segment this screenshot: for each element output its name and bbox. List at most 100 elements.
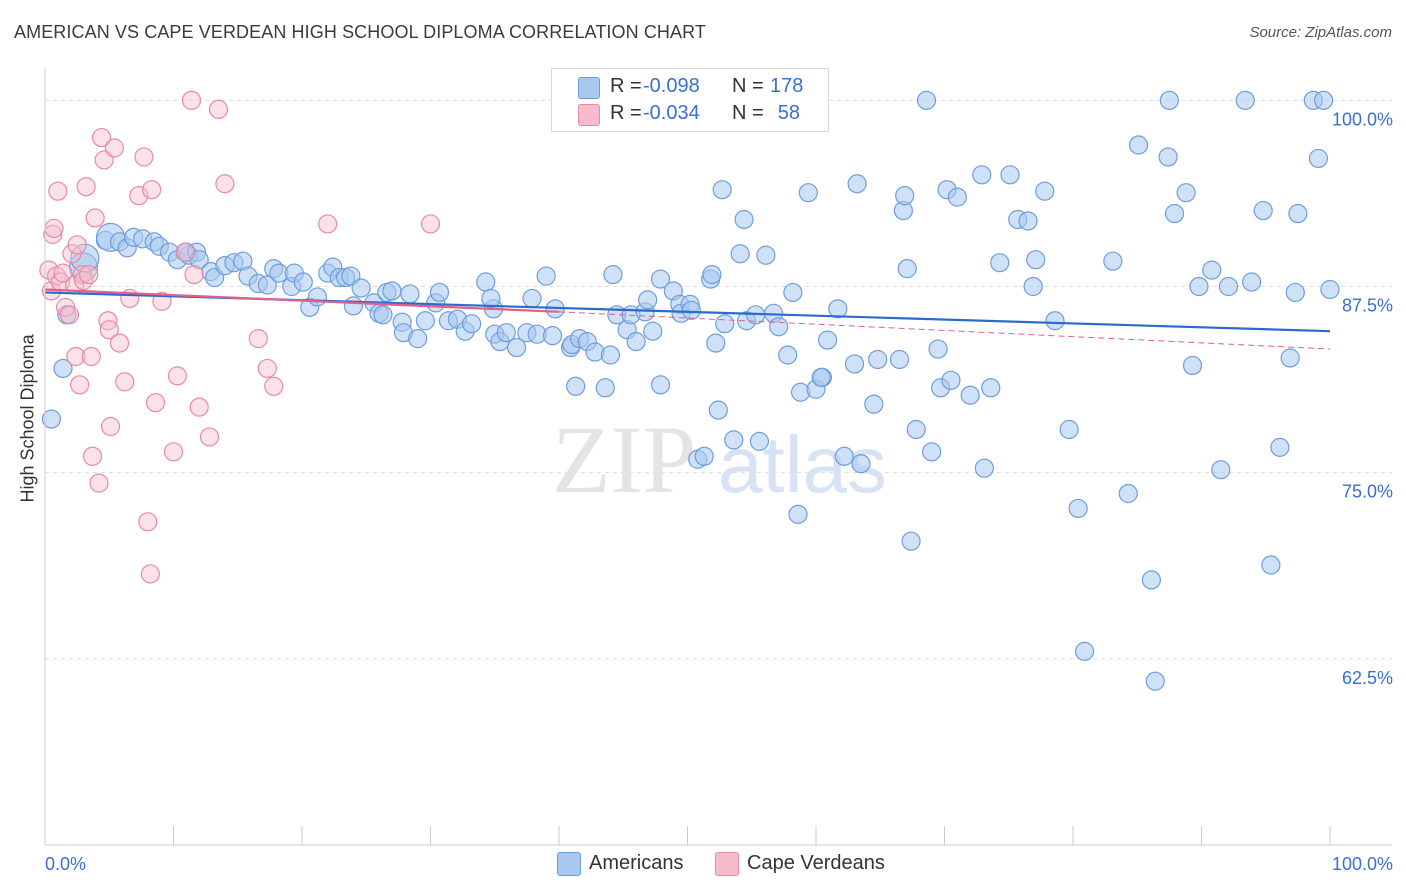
americans-point: [603, 264, 623, 285]
cape-verdeans-trend-extension: [558, 311, 1331, 350]
americans-point: [1182, 355, 1203, 376]
legend-r-label: R =: [610, 75, 642, 97]
americans-point: [847, 174, 867, 194]
americans-point: [811, 367, 831, 387]
americans-point: [351, 278, 371, 298]
cape-verdeans-point: [73, 270, 94, 291]
y-tick-label: 87.5%: [1342, 296, 1393, 316]
americans-point: [769, 317, 789, 337]
cape-verdeans-point: [138, 512, 158, 532]
americans-point: [990, 253, 1010, 273]
americans-point: [974, 458, 994, 478]
cape-verdeans-point: [91, 127, 112, 148]
americans-point: [706, 333, 726, 353]
cape-verdeans-point: [81, 346, 101, 367]
americans-point: [429, 282, 450, 303]
americans-point: [834, 446, 854, 466]
americans-point: [1189, 276, 1209, 297]
americans-point: [694, 446, 714, 466]
americans-point: [1308, 148, 1329, 169]
americans-point: [868, 349, 888, 370]
legend-r-value: -0.098: [643, 75, 700, 97]
americans-point: [788, 504, 808, 524]
americans-point: [922, 442, 942, 462]
americans-point: [506, 337, 527, 358]
americans-point: [906, 419, 926, 440]
americans-point: [293, 272, 313, 292]
americans-point: [778, 345, 798, 365]
cape-verdeans-point: [59, 305, 80, 325]
americans-point: [1202, 260, 1222, 280]
americans-point: [851, 454, 871, 474]
cape-verdeans-point: [208, 99, 229, 119]
cape-verdeans-point: [62, 244, 82, 264]
americans-point: [536, 266, 556, 286]
legend-n-value: 178: [770, 75, 804, 97]
americans-point: [1288, 203, 1308, 224]
americans-point: [817, 330, 838, 350]
points-layer: [39, 90, 1340, 691]
y-tick-label: 100.0%: [1332, 109, 1393, 129]
americans-point: [373, 305, 393, 325]
cape-verdeans-point: [199, 427, 220, 447]
americans-swatch: [578, 77, 600, 99]
americans-point: [981, 378, 1001, 398]
legend-n-label: N =: [732, 75, 764, 97]
americans-point: [708, 400, 728, 420]
cape-verdeans-point: [184, 264, 204, 285]
americans-point: [1242, 272, 1262, 292]
x-tick-label: 0.0%: [45, 854, 86, 874]
cape-verdeans-point: [79, 264, 99, 285]
americans-point: [1159, 90, 1179, 110]
cape-verdeans-point: [48, 181, 68, 201]
cape-verdeans-point: [140, 564, 160, 584]
americans-point: [600, 345, 621, 365]
americans-point: [1218, 276, 1239, 297]
y-tick-label: 75.0%: [1342, 482, 1393, 502]
americans-point: [1023, 276, 1043, 297]
y-tick-label: 62.5%: [1342, 668, 1393, 688]
americans-point: [542, 326, 563, 346]
cape-verdeans-point: [145, 393, 166, 413]
cape-verdeans-point: [66, 346, 86, 367]
cape-verdeans-point: [163, 442, 184, 462]
cape-verdeans-legend-label: Cape Verdeans: [747, 852, 885, 874]
americans-point: [343, 296, 363, 316]
cape-verdeans-point: [215, 174, 235, 194]
americans-point: [1280, 348, 1300, 368]
americans-point: [400, 284, 420, 304]
americans-point: [307, 287, 328, 307]
americans-point: [730, 244, 750, 264]
cape-verdeans-point: [89, 473, 109, 493]
correlation-legend: R = -0.098 N = 178 R = -0.034 N = 58: [551, 68, 829, 132]
cape-verdeans-point: [189, 397, 209, 417]
americans-point: [1000, 165, 1020, 185]
americans-point: [1261, 555, 1281, 575]
americans-point: [462, 314, 482, 334]
americans-point: [1235, 90, 1255, 110]
cape-verdeans-point: [43, 224, 63, 244]
cape-verdeans-point: [134, 147, 154, 167]
chart-title: AMERICAN VS CAPE VERDEAN HIGH SCHOOL DIP…: [14, 22, 706, 42]
cape-verdeans-swatch: [578, 104, 600, 126]
cape-verdeans-point: [76, 177, 96, 197]
americans-point: [681, 300, 701, 320]
americans-point: [941, 370, 961, 390]
cape-verdeans-point: [104, 138, 124, 158]
americans-point: [650, 375, 671, 395]
americans-point: [408, 329, 428, 349]
cape-verdeans-point: [318, 214, 338, 234]
cape-verdeans-point: [39, 260, 59, 280]
cape-verdeans-point: [100, 416, 121, 437]
americans-point: [864, 394, 884, 414]
americans-point: [702, 264, 722, 285]
americans-point: [1253, 200, 1273, 221]
axis-layer: 62.5% 75.0% 87.5% 100.0% 0.0% 100.0%: [44, 68, 1393, 874]
americans-point: [928, 339, 948, 359]
americans-point: [889, 349, 910, 370]
americans-point: [415, 311, 435, 331]
americans-point: [756, 245, 776, 265]
americans-point: [1045, 311, 1065, 331]
americans-point: [650, 269, 671, 289]
cape-verdeans-point: [99, 320, 119, 340]
